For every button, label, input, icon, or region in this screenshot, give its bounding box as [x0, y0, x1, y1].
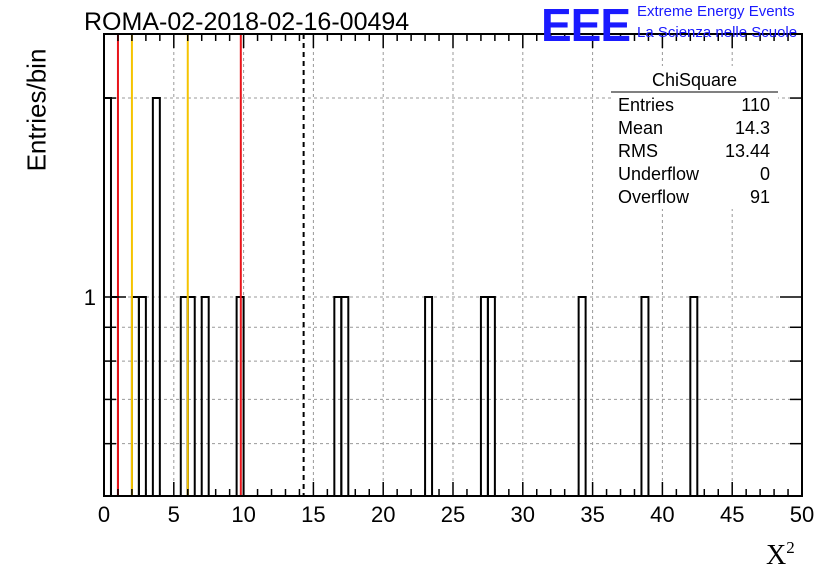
histogram-bin: [151, 97, 161, 496]
logo-subtitle-2: La Scienza nelle Scuole: [637, 24, 798, 41]
y-axis-label: Entries/bin: [21, 48, 52, 172]
histogram-bin: [340, 296, 350, 496]
axis-ticks: 0 5 10 15 20 25 30 35 40 45 50 1: [84, 34, 814, 527]
y-tick-label: 1: [84, 285, 96, 310]
stats-row-value: 13.44: [725, 141, 770, 161]
x-tick-label: 45: [720, 502, 744, 527]
histogram-bin: [200, 296, 210, 496]
x-tick-label: 5: [168, 502, 180, 527]
histogram-bin: [640, 296, 650, 496]
x-tick-label: 10: [231, 502, 255, 527]
stats-box-title: ChiSquare: [652, 70, 737, 90]
x-tick-label: 50: [790, 502, 814, 527]
run-title: ROMA-02-2018-02-16-00494: [84, 8, 410, 36]
histogram-bin: [137, 296, 147, 496]
x-tick-label: 30: [511, 502, 535, 527]
logo-subtitle-1: Extreme Energy Events: [637, 3, 795, 20]
x-axis-label-base: X: [766, 540, 787, 571]
x-tick-label: 25: [441, 502, 465, 527]
x-tick-label: 0: [98, 502, 110, 527]
stats-row-value: 0: [760, 164, 770, 184]
stats-box-background: [611, 66, 778, 209]
stats-row-label: RMS: [618, 141, 658, 161]
histogram-bin: [486, 296, 496, 496]
histogram-bin: [577, 296, 587, 496]
stats-row-label: Entries: [618, 95, 674, 115]
stats-row-label: Overflow: [618, 187, 690, 207]
x-tick-label: 35: [580, 502, 604, 527]
stats-row-value: 91: [750, 187, 770, 207]
x-axis-label-sup: 2: [786, 538, 795, 557]
x-tick-label: 15: [301, 502, 325, 527]
stats-box: ChiSquare Entries 110 Mean 14.3 RMS 13.44 Under…: [611, 66, 778, 209]
histogram-bin: [689, 296, 699, 496]
stats-row-value: 14.3: [735, 118, 770, 138]
eee-logo: EEE: [541, 0, 631, 51]
histogram-bin: [424, 296, 434, 496]
x-tick-label: 40: [650, 502, 674, 527]
reference-lines: [116, 34, 305, 496]
stats-row-label: Mean: [618, 118, 663, 138]
stats-row-label: Underflow: [618, 164, 700, 184]
stats-row-value: 110: [741, 95, 770, 115]
x-axis-label: X2: [766, 538, 795, 572]
x-tick-label: 20: [371, 502, 395, 527]
